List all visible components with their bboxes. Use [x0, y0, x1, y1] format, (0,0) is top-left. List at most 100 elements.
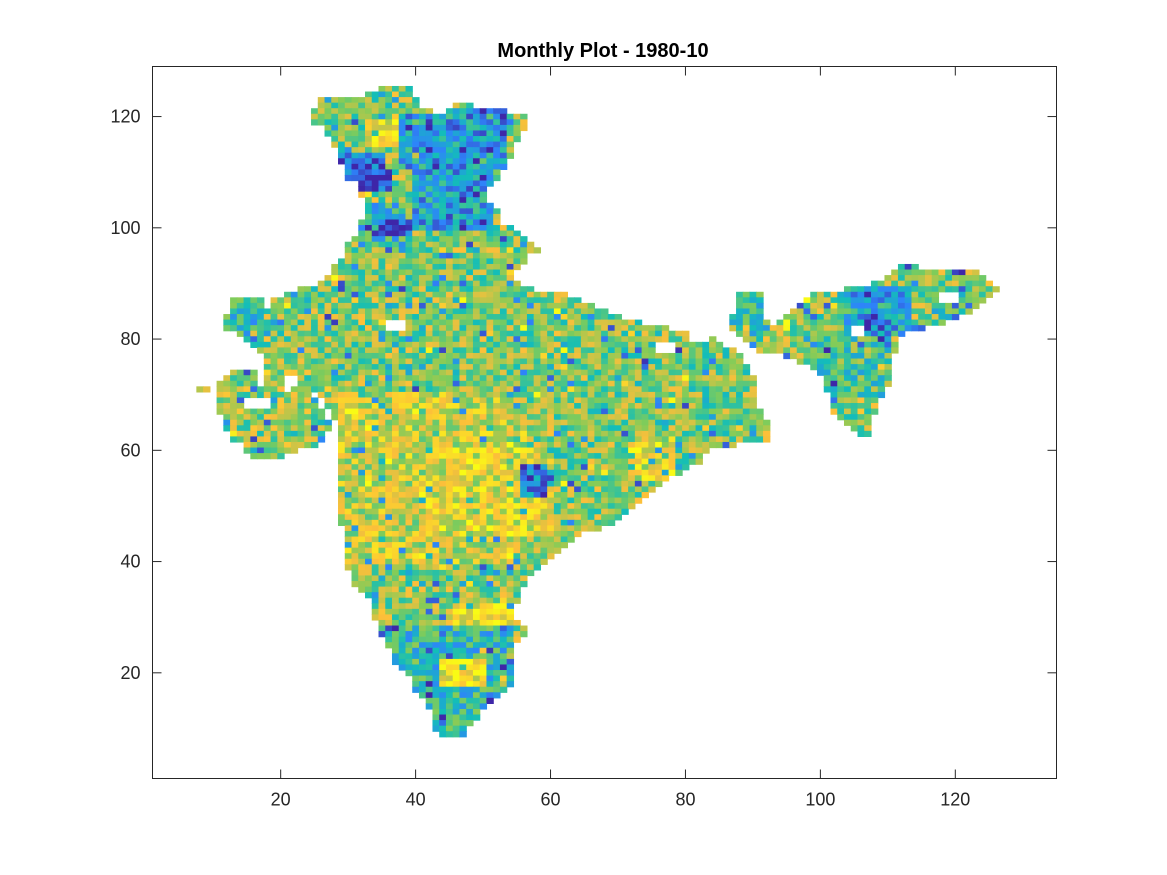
heatmap-cell: [830, 403, 838, 410]
heatmap-cell: [371, 347, 380, 354]
heatmap-cell: [257, 386, 265, 393]
heatmap-cell: [601, 408, 609, 415]
heatmap-cell: [284, 347, 292, 354]
heatmap-cell: [391, 202, 400, 209]
heatmap-cell: [870, 369, 879, 376]
heatmap-cell: [843, 302, 852, 310]
heatmap-cell: [338, 308, 346, 315]
heatmap-cell: [877, 330, 886, 337]
heatmap-cell: [533, 386, 542, 393]
heatmap-cell: [601, 325, 609, 332]
heatmap-cell: [385, 152, 393, 159]
heatmap-cell: [547, 530, 555, 538]
heatmap-cell: [843, 291, 852, 298]
heatmap-cell: [311, 364, 319, 371]
heatmap-cell: [493, 280, 501, 287]
heatmap-cell: [439, 492, 447, 499]
heatmap-cell: [472, 391, 481, 399]
heatmap-cell: [344, 330, 353, 337]
heatmap-cell: [587, 469, 595, 476]
heatmap-cell: [688, 419, 697, 426]
heatmap-cell: [553, 425, 562, 432]
heatmap-cell: [378, 519, 386, 526]
heatmap-cell: [445, 608, 454, 615]
heatmap-cell: [634, 447, 643, 454]
heatmap-cell: [378, 614, 386, 621]
heatmap-cell: [391, 375, 400, 382]
heatmap-cell: [472, 408, 481, 415]
heatmap-cell: [580, 519, 589, 526]
heatmap-cell: [445, 108, 454, 115]
heatmap-cell: [378, 169, 386, 176]
heatmap-cell: [425, 569, 434, 577]
heatmap-cell: [405, 564, 413, 571]
heatmap-cell: [250, 386, 258, 393]
heatmap-cell: [445, 319, 454, 326]
heatmap-cell: [951, 308, 960, 315]
heatmap-cell: [351, 553, 359, 560]
heatmap-cell: [452, 147, 461, 154]
heatmap-cell: [439, 314, 447, 321]
heatmap-cell: [385, 102, 393, 109]
heatmap-cell: [445, 575, 454, 582]
heatmap-cell: [405, 91, 413, 98]
heatmap-cell: [358, 347, 366, 354]
heatmap-cell: [742, 325, 751, 332]
heatmap-cell: [432, 130, 440, 137]
heatmap-cell: [675, 380, 683, 387]
heatmap-cell: [459, 603, 467, 610]
heatmap-cell: [263, 430, 272, 437]
heatmap-cell: [398, 186, 407, 193]
heatmap-cell: [466, 564, 474, 571]
heatmap-cell: [459, 330, 467, 337]
heatmap-cell: [257, 325, 265, 332]
heatmap-cell: [405, 225, 413, 232]
heatmap-cell: [378, 430, 386, 437]
heatmap-cell: [682, 458, 690, 465]
heatmap-cell: [614, 425, 622, 432]
heatmap-cell: [466, 475, 474, 482]
heatmap-cell: [398, 430, 407, 437]
heatmap-cell: [837, 302, 845, 310]
heatmap-cell: [817, 325, 825, 332]
heatmap-cell: [459, 269, 467, 276]
heatmap-cell: [493, 169, 501, 176]
heatmap-cell: [425, 636, 434, 643]
heatmap-cell: [439, 180, 447, 187]
heatmap-cell: [614, 380, 622, 387]
heatmap-cell: [506, 136, 515, 143]
heatmap-cell: [385, 631, 393, 638]
heatmap-cell: [837, 352, 845, 360]
heatmap-cell: [655, 453, 663, 460]
heatmap-cell: [378, 269, 386, 276]
heatmap-cell: [405, 464, 413, 471]
heatmap-cell: [412, 503, 420, 510]
heatmap-cell: [358, 464, 366, 471]
heatmap-cell: [466, 525, 474, 532]
heatmap-cell: [466, 497, 474, 504]
heatmap-cell: [499, 252, 508, 259]
heatmap-cell: [344, 369, 353, 376]
heatmap-cell: [870, 386, 879, 393]
heatmap-cell: [425, 174, 434, 182]
heatmap-cell: [236, 430, 245, 437]
heatmap-cell: [425, 480, 434, 488]
heatmap-cell: [223, 408, 231, 415]
heatmap-cell: [486, 681, 494, 688]
heatmap-cell: [371, 464, 380, 471]
heatmap-cell: [439, 425, 447, 432]
heatmap-cell: [317, 302, 326, 310]
heatmap-cell: [250, 425, 258, 432]
heatmap-cell: [567, 297, 575, 304]
heatmap-cell: [284, 436, 292, 443]
heatmap-cell: [472, 497, 481, 504]
heatmap-cell: [850, 419, 859, 426]
heatmap-cell: [425, 375, 434, 382]
heatmap-cell: [439, 658, 447, 666]
heatmap-cell: [311, 119, 319, 126]
heatmap-cell: [580, 386, 589, 393]
heatmap-cell: [682, 436, 690, 443]
heatmap-cell: [560, 414, 568, 421]
heatmap-cell: [897, 286, 906, 293]
heatmap-cell: [621, 492, 629, 499]
